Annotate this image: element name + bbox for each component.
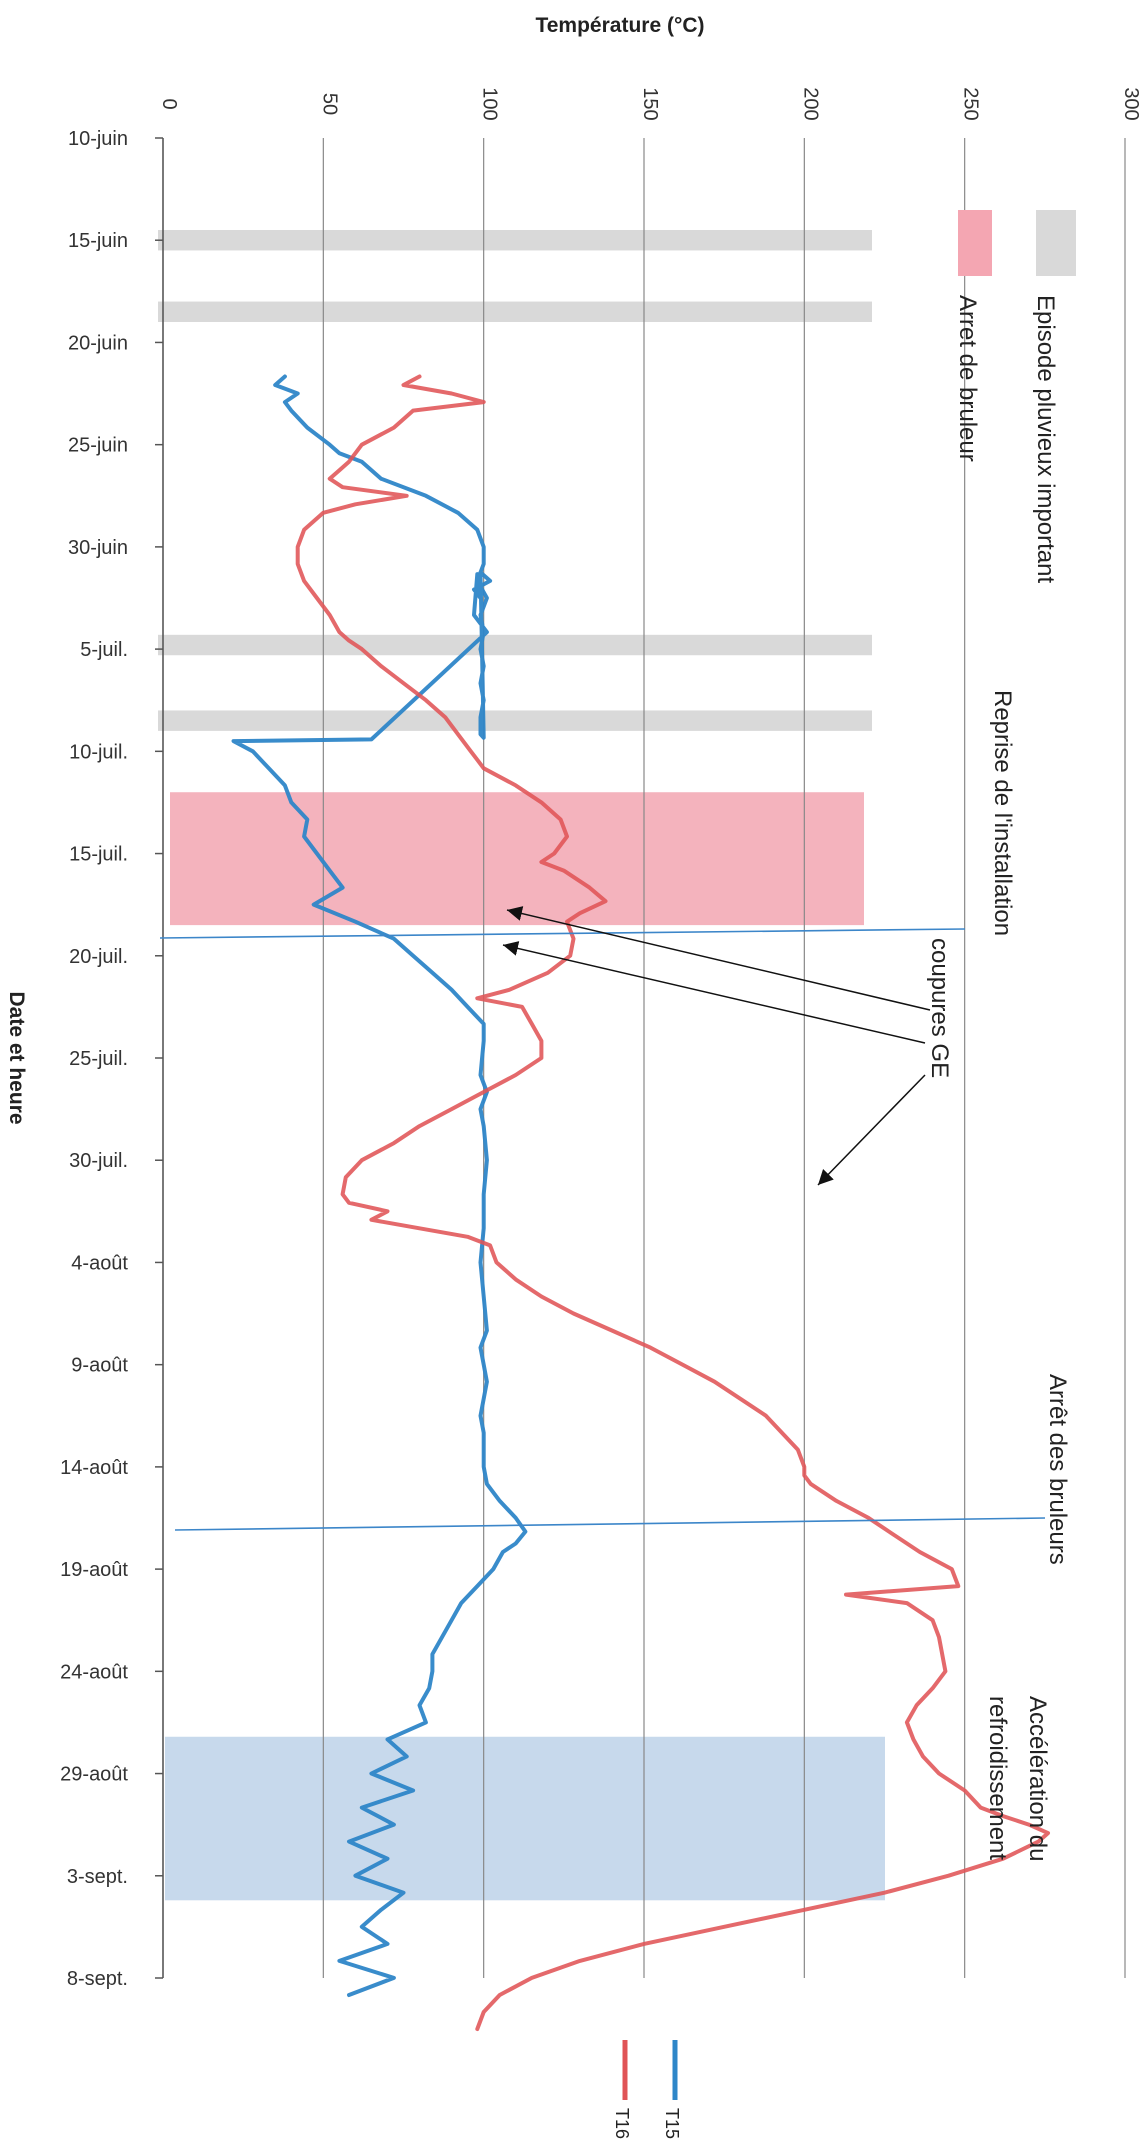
y-tick-label: 250 [960, 87, 982, 120]
x-tick-label: 5-juil. [80, 639, 128, 661]
band-rain-0 [158, 230, 872, 251]
series-line-t16 [295, 374, 1050, 2031]
band-rain-2 [158, 634, 872, 656]
annotation-4: Arrêt des bruleurs [1044, 1374, 1071, 1565]
band-cooling-5 [165, 1736, 885, 1901]
x-tick-label: 29-août [60, 1764, 128, 1786]
data-series [231, 374, 1050, 2031]
x-tick-label: 25-juin [68, 435, 128, 457]
x-tick-label: 20-juin [68, 332, 128, 354]
arrow-coupures-2 [817, 1074, 926, 1186]
band-burner-stop-4 [170, 792, 864, 926]
x-tick-label: 30-juin [68, 537, 128, 559]
date-axis-title: Date et heure [5, 991, 28, 1124]
legend-label-t16: T16 [612, 2108, 632, 2139]
x-tick-label: 10-juin [68, 128, 128, 150]
band-rain-3 [158, 710, 872, 731]
x-tick-label: 25-juil. [69, 1048, 128, 1070]
axes: 0 50 100 150 200 250 300 10-juin 15-juin 20-juin 2… [5, 14, 1141, 1990]
highlight-bands [158, 230, 885, 1901]
x-tick-label: 15-juil. [69, 844, 128, 866]
annotations: Episode pluvieux important Arret de brule… [159, 210, 1076, 1861]
y-tick-label: 50 [318, 93, 340, 115]
restart-line [159, 928, 966, 939]
burner-stop-line [174, 1517, 1046, 1531]
y-tick-label: 150 [639, 87, 661, 120]
arrow-coupures-1 [502, 941, 926, 1044]
annotation-2: Reprise de l'installation [989, 690, 1016, 936]
annotation-3: coupures GE [926, 938, 953, 1078]
x-tick-label: 14-août [60, 1457, 128, 1479]
series-line-t15 [231, 374, 528, 1997]
burner-swatch [958, 210, 992, 276]
temperature-axis-title: Température (°C) [535, 14, 704, 37]
band-rain-1 [158, 301, 872, 322]
x-tick-label: 4-août [71, 1252, 128, 1274]
x-tick-label: 9-août [71, 1355, 128, 1377]
annotation-1: Arret de bruleur [954, 295, 981, 462]
x-tick-label: 10-juil. [69, 741, 128, 763]
annotation-5: Accélération du [1024, 1696, 1051, 1861]
legend-label-t15: T15 [662, 2108, 682, 2139]
x-tick-label: 3-sept. [67, 1866, 128, 1888]
x-tick-label: 8-sept. [67, 1968, 128, 1990]
x-tick-label: 20-juil. [69, 946, 128, 968]
annotation-0: Episode pluvieux important [1032, 295, 1059, 583]
y-tick-label: 300 [1120, 87, 1141, 120]
rain-swatch [1036, 210, 1076, 276]
x-tick-label: 15-juin [68, 230, 128, 252]
x-tick-label: 30-juil. [69, 1150, 128, 1172]
x-tick-label: 24-août [60, 1661, 128, 1683]
y-tick-label: 0 [158, 98, 180, 109]
x-tick-label: 19-août [60, 1559, 128, 1581]
arrow-coupures-0 [506, 906, 931, 1011]
legend: T15 T16 [612, 2040, 682, 2139]
annotation-6: refroidissement [984, 1696, 1011, 1860]
y-tick-label: 100 [479, 87, 501, 120]
y-tick-label: 200 [799, 87, 821, 120]
